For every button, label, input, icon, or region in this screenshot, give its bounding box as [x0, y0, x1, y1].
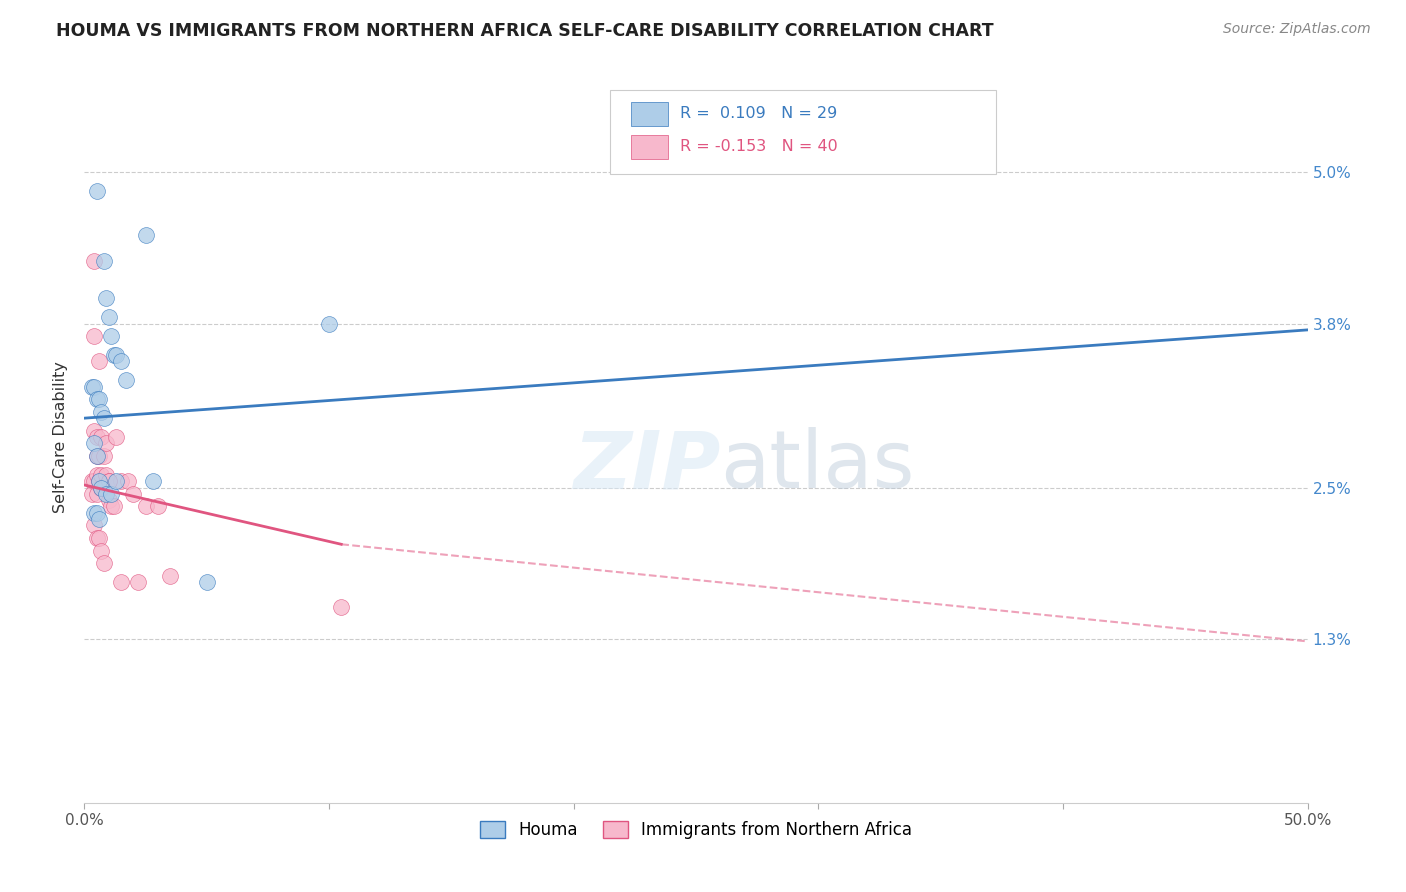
Point	[117, 474, 139, 488]
Point	[159, 569, 181, 583]
Point	[105, 348, 128, 362]
Point	[93, 556, 115, 570]
Point	[93, 411, 115, 425]
Point	[86, 467, 108, 482]
FancyBboxPatch shape	[610, 90, 995, 174]
Point	[90, 481, 112, 495]
Point	[80, 474, 103, 488]
Point	[146, 500, 169, 514]
Point	[80, 487, 103, 501]
Point	[86, 392, 108, 407]
Text: HOUMA VS IMMIGRANTS FROM NORTHERN AFRICA SELF-CARE DISABILITY CORRELATION CHART: HOUMA VS IMMIGRANTS FROM NORTHERN AFRICA…	[56, 22, 994, 40]
Point	[97, 474, 120, 488]
Point	[105, 430, 128, 444]
Point	[96, 487, 118, 501]
Point	[96, 467, 118, 482]
Point	[90, 405, 112, 419]
Point	[97, 310, 120, 325]
FancyBboxPatch shape	[631, 102, 668, 126]
Point	[87, 354, 110, 368]
Point	[122, 487, 145, 501]
Point	[93, 253, 115, 268]
Point	[97, 493, 120, 508]
Point	[90, 543, 112, 558]
Point	[86, 430, 108, 444]
Point	[135, 500, 157, 514]
Point	[142, 474, 165, 488]
Point	[97, 474, 120, 488]
Point	[195, 575, 218, 590]
Point	[83, 436, 105, 450]
Point	[96, 436, 118, 450]
FancyBboxPatch shape	[631, 135, 668, 159]
Point	[100, 487, 122, 501]
Point	[86, 449, 108, 463]
Point	[83, 518, 105, 533]
Point	[86, 184, 108, 198]
Point	[83, 329, 105, 343]
Point	[127, 575, 149, 590]
Point	[87, 474, 110, 488]
Point	[80, 379, 103, 393]
Point	[87, 392, 110, 407]
Point	[100, 500, 122, 514]
Point	[135, 228, 157, 243]
Point	[87, 474, 110, 488]
Point	[86, 487, 108, 501]
Y-axis label: Self-Care Disability: Self-Care Disability	[53, 361, 69, 513]
Point	[103, 348, 125, 362]
Point	[86, 449, 108, 463]
Point	[90, 430, 112, 444]
Point	[105, 474, 128, 488]
Point	[90, 481, 112, 495]
Point	[115, 373, 138, 387]
Text: ZIP: ZIP	[574, 427, 720, 506]
Point	[87, 531, 110, 545]
Point	[83, 424, 105, 438]
Point	[93, 449, 115, 463]
Point	[83, 474, 105, 488]
Point	[110, 575, 132, 590]
Legend: Houma, Immigrants from Northern Africa: Houma, Immigrants from Northern Africa	[474, 814, 918, 846]
Text: atlas: atlas	[720, 427, 915, 506]
Point	[318, 317, 340, 331]
Point	[86, 531, 108, 545]
Point	[110, 354, 132, 368]
Text: Source: ZipAtlas.com: Source: ZipAtlas.com	[1223, 22, 1371, 37]
Point	[93, 481, 115, 495]
Point	[103, 500, 125, 514]
Point	[87, 449, 110, 463]
Point	[110, 474, 132, 488]
Point	[330, 600, 353, 615]
Point	[86, 506, 108, 520]
Point	[96, 291, 118, 305]
Point	[83, 506, 105, 520]
Point	[100, 329, 122, 343]
Text: R = -0.153   N = 40: R = -0.153 N = 40	[681, 139, 838, 154]
Point	[83, 379, 105, 393]
Point	[83, 253, 105, 268]
Point	[87, 512, 110, 526]
Point	[90, 467, 112, 482]
Text: R =  0.109   N = 29: R = 0.109 N = 29	[681, 105, 838, 120]
